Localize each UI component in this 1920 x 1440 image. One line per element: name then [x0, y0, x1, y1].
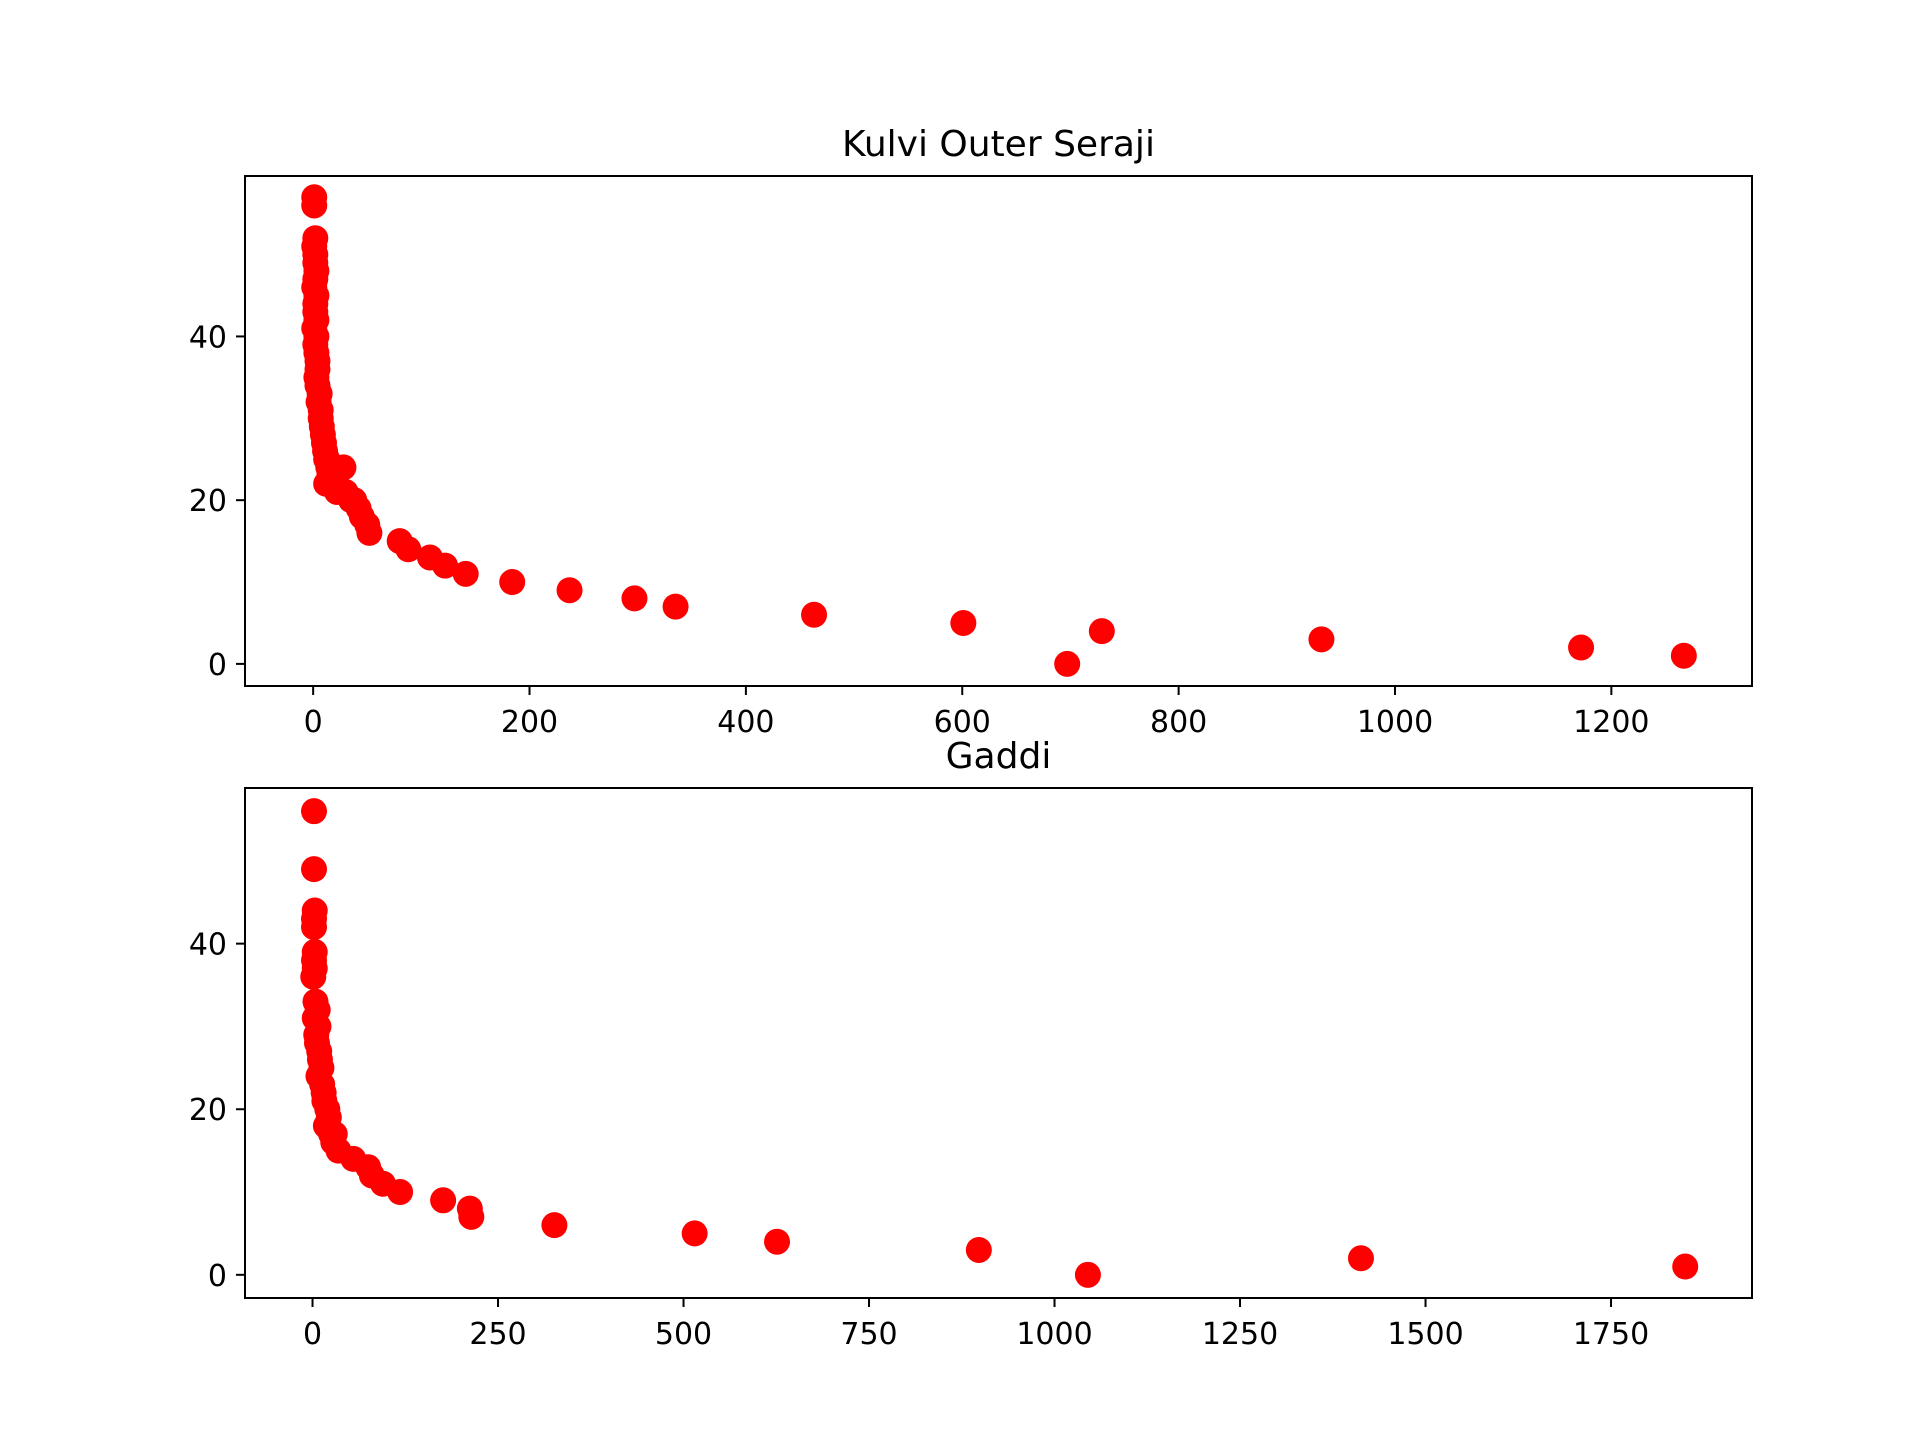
- data-point: [432, 552, 459, 579]
- data-point: [452, 560, 479, 587]
- data-point: [301, 914, 328, 941]
- y-tick-label: 40: [189, 320, 227, 355]
- x-tick-label: 750: [840, 1317, 897, 1352]
- data-point: [430, 1187, 457, 1214]
- data-point: [965, 1236, 992, 1263]
- data-point: [330, 454, 357, 481]
- scatter-points: [301, 184, 1697, 677]
- axes-frame: [244, 787, 1753, 1299]
- axes-frame: [244, 175, 1753, 687]
- data-point: [301, 856, 328, 883]
- x-tick-label: 400: [717, 705, 774, 740]
- x-tick-label: 1250: [1202, 1317, 1278, 1352]
- y-axis: 0 20 40: [189, 320, 245, 683]
- x-tick-label: 800: [1150, 705, 1207, 740]
- y-tick-label: 0: [208, 1259, 227, 1294]
- data-point: [681, 1220, 708, 1247]
- data-point: [301, 798, 328, 825]
- x-tick-label: 1200: [1573, 705, 1649, 740]
- y-tick-label: 40: [189, 928, 227, 963]
- x-tick-label: 500: [655, 1317, 712, 1352]
- y-axis: 0 20 40: [189, 928, 245, 1294]
- data-point: [621, 585, 648, 612]
- subplot-kulvi-outer-seraji: 0 200 400 600 800 1000 1200 0 20 40 Kulvi Outer …: [189, 124, 1753, 740]
- data-point: [1347, 1245, 1374, 1272]
- data-point: [1054, 650, 1081, 677]
- data-point: [801, 601, 828, 628]
- y-tick-label: 0: [208, 648, 227, 683]
- data-point: [1670, 642, 1697, 669]
- data-point: [1088, 618, 1115, 645]
- x-tick-label: 250: [469, 1317, 526, 1352]
- subplot-gaddi: 0 250 500 750 1000 1250 1500 1750 0 20 40 Gaddi: [189, 736, 1753, 1352]
- x-tick-label: 1000: [1357, 705, 1433, 740]
- x-axis: 0 200 400 600 800 1000 1200: [304, 686, 1650, 740]
- data-point: [556, 577, 583, 604]
- data-point: [1672, 1253, 1699, 1280]
- data-point: [395, 536, 422, 563]
- data-point: [1074, 1261, 1101, 1288]
- y-tick-label: 20: [189, 484, 227, 519]
- x-tick-label: 600: [934, 705, 991, 740]
- data-point: [356, 519, 383, 546]
- x-tick-label: 0: [304, 705, 323, 740]
- x-tick-label: 1500: [1387, 1317, 1463, 1352]
- data-point: [300, 963, 327, 990]
- x-axis: 0 250 500 750 1000 1250 1500 1750: [303, 1298, 1649, 1352]
- data-point: [387, 1179, 414, 1206]
- x-tick-label: 1750: [1573, 1317, 1649, 1352]
- x-tick-label: 1000: [1016, 1317, 1092, 1352]
- y-tick-label: 20: [189, 1093, 227, 1128]
- data-point: [458, 1203, 485, 1230]
- data-point: [662, 593, 689, 620]
- data-point: [301, 192, 328, 219]
- chart-title: Kulvi Outer Seraji: [842, 124, 1155, 165]
- data-point: [499, 569, 526, 596]
- data-point: [950, 609, 977, 636]
- data-point: [541, 1212, 568, 1239]
- x-tick-label: 200: [501, 705, 558, 740]
- x-tick-label: 0: [303, 1317, 322, 1352]
- data-point: [1568, 634, 1595, 661]
- data-point: [1308, 626, 1335, 653]
- chart-title: Gaddi: [946, 736, 1052, 777]
- scatter-points: [300, 798, 1699, 1288]
- data-point: [764, 1228, 791, 1255]
